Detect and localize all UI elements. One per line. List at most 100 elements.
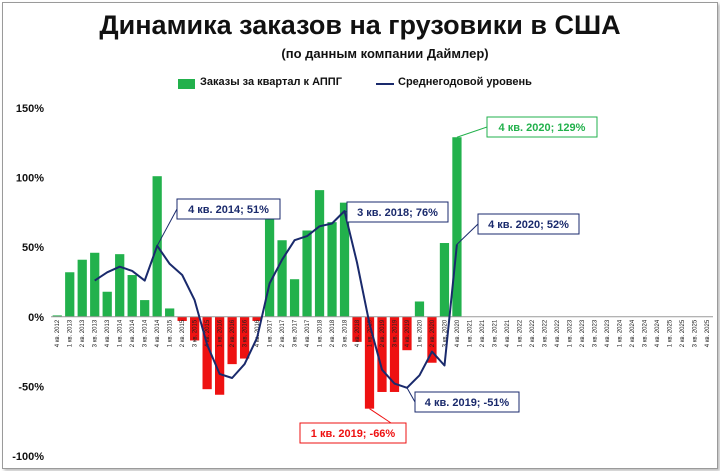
x-tick-label: 1 кв. 2024 [617, 319, 623, 347]
bar [289, 279, 300, 317]
x-tick-label: 3 кв. 2013 [93, 319, 99, 347]
x-tick-label: 2 кв. 2017 [280, 319, 286, 347]
y-tick-label: 100% [16, 173, 44, 185]
y-tick-label: 50% [22, 242, 44, 254]
x-tick-label: 3 кв. 2021 [492, 319, 498, 347]
x-tick-label: 4 кв. 2020 [455, 319, 461, 347]
x-tick-label: 2 кв. 2020 [430, 319, 436, 347]
x-tick-label: 1 кв. 2019 [368, 319, 374, 347]
bar [227, 316, 237, 365]
bar [389, 316, 400, 392]
x-tick-label: 2 кв. 2021 [480, 319, 486, 347]
x-tick-label: 2 кв. 2013 [80, 319, 86, 347]
x-tick-label: 1 кв. 2016 [218, 319, 224, 347]
callout-box [346, 201, 449, 223]
x-tick-label: 3 кв. 2019 [392, 319, 398, 347]
x-tick-label: 4 кв. 2019 [405, 319, 411, 347]
x-tick-label: 2 кв. 2022 [530, 319, 536, 347]
y-tick-label: -100% [12, 451, 44, 463]
x-tick-label: 2 кв. 2019 [380, 319, 386, 347]
x-tick-label: 2 кв. 2024 [630, 319, 636, 347]
bar [377, 316, 387, 392]
x-tick-label: 3 кв. 2025 [692, 319, 698, 347]
x-tick-label: 4 кв. 2014 [155, 319, 161, 347]
bar [402, 316, 412, 351]
callout-box [176, 198, 281, 220]
x-tick-label: 4 кв. 2023 [605, 319, 611, 347]
x-tick-label: 3 кв. 2015 [193, 319, 199, 347]
x-tick-label: 4 кв. 2024 [655, 319, 661, 347]
bar [215, 316, 225, 395]
x-tick-label: 3 кв. 2023 [592, 319, 598, 347]
callout-label: 4 кв. 2019; -51% [425, 397, 510, 409]
bar [452, 137, 462, 317]
x-tick-label: 3 кв. 2017 [293, 319, 299, 347]
callout-box [414, 391, 520, 413]
callout-label: 4 кв. 2014; 51% [188, 204, 269, 216]
average-line [94, 210, 458, 389]
legend-label-orders: Заказы за квартал к АППГ [200, 76, 342, 88]
x-tick-label: 1 кв. 2022 [517, 319, 523, 347]
x-tick-label: 2 кв. 2015 [180, 319, 186, 347]
x-tick-label: 3 кв. 2020 [442, 319, 448, 347]
bar [352, 316, 362, 342]
callout-label: 1 кв. 2019; -66% [311, 428, 396, 440]
bar [252, 316, 262, 321]
callout: 1 кв. 2019; -66% [299, 408, 407, 444]
callout-leader [456, 223, 479, 245]
bar [364, 316, 375, 409]
bar [302, 230, 312, 317]
bar [52, 315, 62, 317]
x-tick-label: 4 кв. 2022 [555, 319, 561, 347]
x-tick-label: 1 кв. 2018 [318, 319, 324, 347]
bar [140, 300, 150, 317]
x-tick-label: 1 кв. 2023 [567, 319, 573, 347]
x-tick-label: 1 кв. 2020 [417, 319, 423, 347]
bar [314, 190, 325, 317]
bar [264, 215, 275, 317]
bar [427, 316, 437, 363]
callout-label: 4 кв. 2020; 129% [499, 122, 586, 134]
x-tick-label: 1 кв. 2013 [68, 319, 74, 347]
x-tick-label: 1 кв. 2021 [467, 319, 473, 347]
bar [77, 259, 87, 317]
x-tick-label: 2 кв. 2025 [680, 319, 686, 347]
chart-subtitle: (по данным компании Даймлер) [281, 46, 489, 61]
bar [102, 291, 112, 317]
x-tick-label: 4 кв. 2015 [205, 319, 211, 347]
callout-leader [156, 208, 178, 247]
x-tick-label: 3 кв. 2016 [243, 319, 249, 347]
bar [127, 275, 137, 317]
x-tick-label: 2 кв. 2016 [230, 319, 236, 347]
legend-label-average: Среднегодовой уровень [398, 76, 532, 88]
bar [65, 272, 75, 317]
callout-label: 3 кв. 2018; 76% [357, 207, 438, 219]
x-tick-label: 1 кв. 2025 [667, 319, 673, 347]
callout-label: 4 кв. 2020; 52% [488, 219, 569, 231]
x-tick-label: 3 кв. 2024 [642, 319, 648, 347]
bar [327, 222, 337, 317]
x-tick-label: 4 кв. 2013 [105, 319, 111, 347]
x-tick-label: 3 кв. 2022 [542, 319, 548, 347]
x-tick-label: 4 кв. 2017 [305, 319, 311, 347]
callout: 4 кв. 2020; 52% [456, 213, 580, 245]
bar [339, 202, 350, 317]
bar [439, 243, 450, 317]
callout-leader [456, 126, 488, 138]
x-tick-label: 3 кв. 2018 [343, 319, 349, 347]
bar [202, 316, 212, 390]
legend-line-swatch [376, 83, 394, 85]
bar [165, 308, 175, 317]
x-tick-label: 1 кв. 2015 [168, 319, 174, 347]
callout-leader [406, 387, 416, 403]
y-tick-label: -50% [18, 381, 44, 393]
callout-box [477, 213, 580, 235]
bar [414, 301, 425, 317]
x-tick-label: 4 кв. 2025 [705, 319, 711, 347]
callout-box [486, 116, 598, 138]
x-tick-label: 1 кв. 2014 [118, 319, 124, 347]
chart-legend: Заказы за квартал к АППГ Среднегодовой у… [0, 76, 720, 92]
bar [239, 316, 250, 359]
